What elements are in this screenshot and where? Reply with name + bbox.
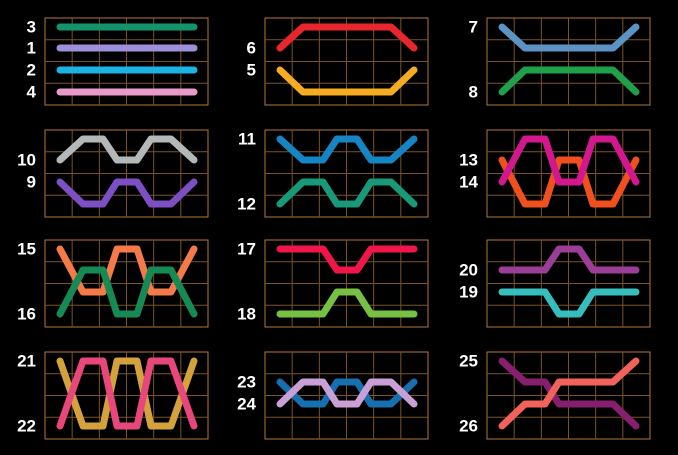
payline-label: 23 xyxy=(237,372,256,391)
payline-label: 24 xyxy=(237,394,256,413)
payline-label: 18 xyxy=(237,304,256,323)
payline-label: 19 xyxy=(459,282,478,301)
payline-label: 8 xyxy=(469,82,478,101)
payline xyxy=(498,288,640,318)
payline xyxy=(56,245,198,296)
payline-label: 12 xyxy=(237,194,256,213)
payline-label: 13 xyxy=(459,150,478,169)
payline xyxy=(498,357,640,430)
payline xyxy=(498,135,640,186)
payline-label: 26 xyxy=(459,416,478,435)
payline-label: 5 xyxy=(247,60,256,79)
payline xyxy=(276,378,418,408)
payline-label: 16 xyxy=(17,304,36,323)
payline xyxy=(276,288,418,318)
payline-label: 9 xyxy=(27,172,36,191)
payline-label: 14 xyxy=(459,172,478,191)
payline-label: 17 xyxy=(237,239,256,258)
payline xyxy=(276,66,418,96)
payline xyxy=(56,357,198,430)
payline-label: 4 xyxy=(27,82,37,101)
payline xyxy=(276,135,418,164)
payline xyxy=(56,266,198,318)
payline xyxy=(276,245,418,274)
payline-label: 22 xyxy=(17,416,36,435)
payline-label: 20 xyxy=(459,260,478,279)
payline-label: 25 xyxy=(459,351,478,370)
payline xyxy=(56,135,198,164)
payline-label: 15 xyxy=(17,239,36,258)
payline xyxy=(498,357,640,430)
payline xyxy=(498,245,640,274)
payline xyxy=(498,23,640,52)
payline-label: 2 xyxy=(27,60,36,79)
payline xyxy=(498,66,640,96)
payline xyxy=(276,178,418,208)
payline-label: 1 xyxy=(27,38,36,57)
payline xyxy=(276,378,418,408)
payline xyxy=(276,23,418,52)
payline-label: 6 xyxy=(247,38,256,57)
payline xyxy=(498,156,640,208)
payline-label: 21 xyxy=(17,351,36,370)
payline-label: 11 xyxy=(238,129,256,148)
payline xyxy=(56,178,198,208)
payline-label: 3 xyxy=(27,17,36,36)
payline xyxy=(56,357,198,430)
payline-label: 7 xyxy=(469,17,478,36)
payline-label: 10 xyxy=(17,150,36,169)
